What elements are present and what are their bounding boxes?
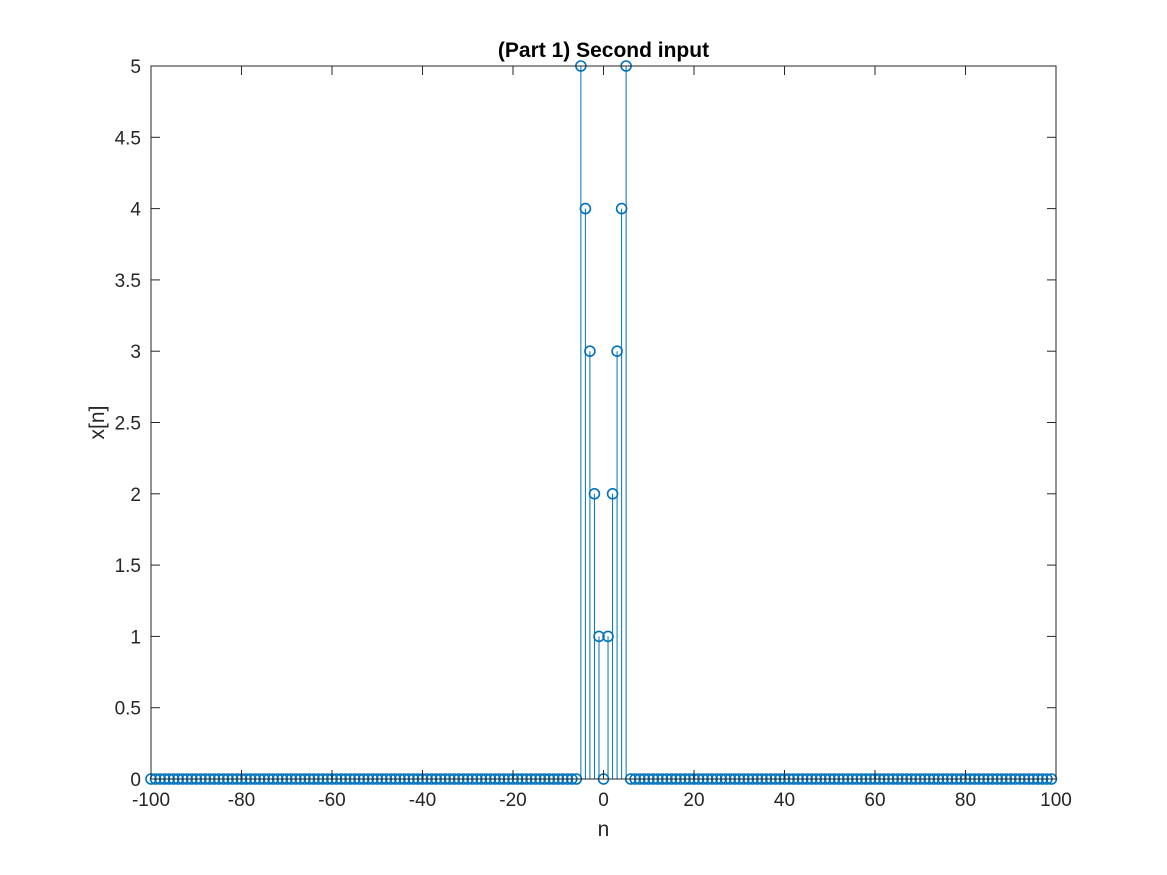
x-tick-label: -80 [228,790,255,811]
chart-title: (Part 1) Second input [498,39,709,62]
stem-marker [584,345,596,358]
y-tick-label: 3.5 [115,271,141,292]
stem-marker [602,630,614,643]
y-tick-label: 2.5 [115,414,141,435]
x-tick-label: 80 [955,790,976,811]
y-tick-label: 4.5 [115,128,141,149]
x-ticks-group: -100 -80 -60 -40 -20 0 20 40 60 80 100 [132,66,1072,811]
y-tick-label: 0 [130,770,141,791]
stem-marker [579,202,592,215]
x-tick-label: 0 [598,790,609,811]
axes-background [151,66,1056,779]
stem-marker [588,487,601,500]
y-tick-label: 4 [130,200,141,221]
y-tick-label: 3 [130,342,141,363]
stems-group [580,66,627,779]
y-tick-label: 5 [130,57,141,78]
x-axis-label: n [598,818,610,841]
y-axis-label: x[n] [86,406,109,440]
x-tick-label: -20 [499,790,526,811]
x-tick-label: 100 [1040,790,1072,811]
y-tick-label: 2 [130,485,141,506]
x-tick-label: 20 [683,790,704,811]
stem-marker [615,202,628,215]
y-ticks-group: 0 0.5 1 1.5 2 2.5 3 3.5 4 4.5 5 [115,57,1056,791]
x-tick-label: -40 [409,790,436,811]
y-tick-label: 0.5 [115,699,141,720]
x-tick-label: 60 [864,790,885,811]
stem-marker [606,487,619,500]
stem-marker [611,345,623,358]
y-tick-label: 1 [130,627,141,648]
x-tick-label: -100 [132,790,170,811]
x-tick-label: -60 [318,790,345,811]
stem-marker [593,630,605,643]
y-tick-label: 1.5 [115,556,141,577]
x-tick-label: 40 [774,790,795,811]
